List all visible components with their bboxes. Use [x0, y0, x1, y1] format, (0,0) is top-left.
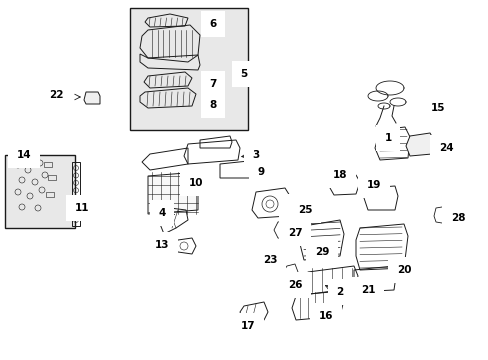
Text: 17: 17 — [240, 321, 255, 331]
Text: 23: 23 — [262, 255, 277, 265]
Text: 4: 4 — [158, 208, 165, 218]
Text: 6: 6 — [209, 19, 216, 29]
Text: 28: 28 — [450, 213, 464, 223]
Text: 26: 26 — [287, 280, 302, 290]
Text: 3: 3 — [252, 150, 259, 160]
Text: 11: 11 — [75, 203, 89, 213]
Text: 20: 20 — [396, 265, 410, 275]
Text: 2: 2 — [336, 287, 343, 297]
Text: 15: 15 — [430, 103, 445, 113]
Polygon shape — [84, 92, 100, 104]
Text: 8: 8 — [209, 100, 216, 110]
Polygon shape — [148, 172, 198, 214]
Text: 18: 18 — [332, 170, 346, 180]
Text: 21: 21 — [360, 285, 374, 295]
Text: 19: 19 — [366, 180, 381, 190]
Text: 5: 5 — [240, 69, 247, 79]
Text: 27: 27 — [287, 228, 302, 238]
Text: 9: 9 — [257, 167, 264, 177]
Polygon shape — [405, 133, 433, 156]
Text: 13: 13 — [154, 240, 169, 250]
Text: 14: 14 — [17, 150, 31, 160]
Text: 25: 25 — [297, 205, 312, 215]
Text: 10: 10 — [188, 178, 203, 188]
Text: 29: 29 — [314, 247, 328, 257]
Text: 7: 7 — [209, 79, 216, 89]
Bar — [130, 8, 247, 130]
Text: 16: 16 — [318, 311, 332, 321]
Text: 1: 1 — [384, 133, 391, 143]
Bar — [5, 155, 75, 228]
Bar — [48, 175, 56, 180]
Text: 22: 22 — [49, 90, 63, 100]
Polygon shape — [260, 250, 278, 266]
Text: 12: 12 — [287, 202, 302, 212]
Text: 24: 24 — [438, 143, 452, 153]
Bar — [46, 192, 54, 197]
Bar — [44, 162, 52, 167]
